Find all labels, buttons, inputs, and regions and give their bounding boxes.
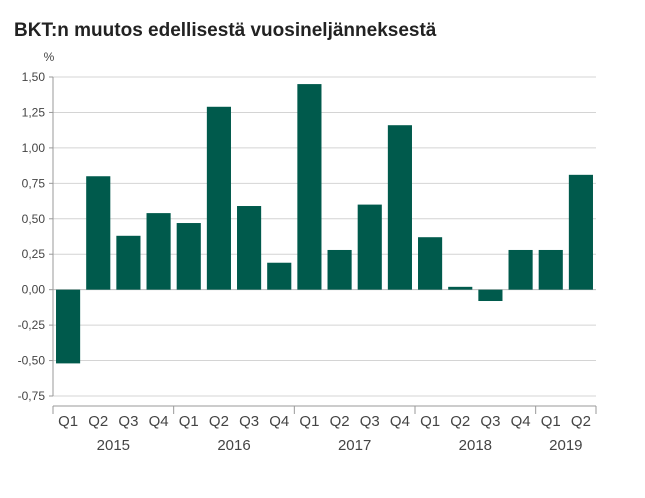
bar [357, 204, 382, 290]
year-label: 2015 [97, 437, 130, 454]
bar [478, 289, 503, 302]
bar [418, 237, 443, 290]
x-tick-label: Q1 [179, 413, 199, 430]
year-label: 2019 [549, 437, 582, 454]
bar [267, 262, 292, 290]
x-tick-label: Q2 [88, 413, 108, 430]
x-tick-label: Q2 [450, 413, 470, 430]
y-tick-label: 1,00 [22, 141, 46, 155]
y-tick-label: 0,75 [22, 176, 46, 190]
y-tick-label: 0,00 [22, 283, 46, 297]
bar [568, 174, 593, 290]
y-tick-label: 1,25 [22, 105, 46, 119]
y-tick-label: -0,25 [18, 318, 46, 332]
bar [327, 249, 352, 290]
bar [508, 249, 533, 290]
y-tick-label: -0,75 [18, 389, 46, 403]
bar [538, 249, 563, 290]
x-tick-label: Q3 [360, 413, 380, 430]
bar [297, 84, 322, 290]
chart-title: BKT:n muutos edellisestä vuosineljänneks… [14, 20, 437, 41]
x-tick-label: Q3 [480, 413, 500, 430]
x-tick-label: Q1 [58, 413, 78, 430]
bar [206, 106, 231, 290]
x-tick-label: Q1 [541, 413, 561, 430]
bar [116, 235, 141, 290]
year-label: 2018 [459, 437, 492, 454]
bar [448, 286, 473, 290]
x-tick-label: Q2 [330, 413, 350, 430]
x-tick-label: Q3 [118, 413, 138, 430]
x-tick-label: Q4 [149, 413, 169, 430]
y-tick-label: 0,25 [22, 247, 46, 261]
bar [56, 289, 81, 364]
x-tick-label: Q4 [390, 413, 410, 430]
x-tick-label: Q3 [239, 413, 259, 430]
year-label: 2016 [217, 437, 250, 454]
bar [176, 223, 201, 290]
y-tick-label: -0,50 [18, 354, 46, 368]
bar [146, 213, 171, 290]
y-axis-unit: % [44, 50, 55, 64]
x-tick-label: Q1 [299, 413, 319, 430]
x-tick-label: Q4 [511, 413, 531, 430]
x-tick-label: Q4 [269, 413, 289, 430]
bar [86, 176, 111, 290]
bar [237, 206, 262, 290]
x-tick-label: Q2 [571, 413, 591, 430]
year-label: 2017 [338, 437, 371, 454]
bar [387, 125, 412, 290]
x-tick-label: Q1 [420, 413, 440, 430]
y-tick-label: 1,50 [22, 70, 46, 84]
x-tick-label: Q2 [209, 413, 229, 430]
y-tick-label: 0,50 [22, 212, 46, 226]
